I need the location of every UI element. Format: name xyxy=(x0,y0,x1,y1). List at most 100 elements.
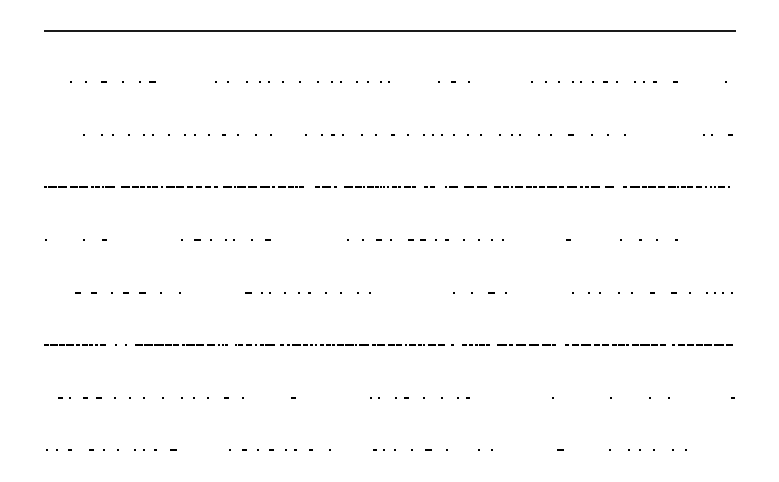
text-mark xyxy=(526,186,532,188)
text-mark xyxy=(207,344,215,346)
text-mark xyxy=(303,344,308,346)
text-mark xyxy=(331,81,333,83)
text-mark xyxy=(182,344,185,346)
text-mark xyxy=(612,344,617,346)
text-mark xyxy=(269,449,274,451)
text-mark xyxy=(91,292,97,294)
text-mark xyxy=(651,344,658,346)
text-mark xyxy=(585,186,589,188)
text-mark xyxy=(140,186,145,188)
text-mark xyxy=(408,239,414,241)
text-mark xyxy=(50,344,58,346)
text-mark xyxy=(128,134,130,136)
text-mark xyxy=(388,81,390,83)
text-mark xyxy=(591,186,600,188)
text-mark xyxy=(320,344,324,346)
text-mark xyxy=(451,81,456,83)
text-mark xyxy=(143,449,145,451)
text-mark xyxy=(255,344,257,346)
text-mark xyxy=(334,186,337,188)
text-mark xyxy=(152,134,154,136)
dotted-text-line-5 xyxy=(0,292,779,298)
text-mark xyxy=(675,239,678,241)
text-mark xyxy=(643,81,645,83)
text-mark xyxy=(618,292,620,294)
text-mark xyxy=(299,81,301,83)
text-mark xyxy=(640,344,650,346)
text-mark xyxy=(224,397,229,399)
text-mark xyxy=(648,186,656,188)
text-mark xyxy=(355,186,362,188)
text-mark xyxy=(728,186,730,188)
text-mark xyxy=(326,344,331,346)
text-mark xyxy=(731,397,735,399)
text-mark xyxy=(132,186,139,188)
text-mark xyxy=(478,239,480,241)
text-mark xyxy=(478,449,480,451)
text-mark xyxy=(294,449,297,451)
text-mark xyxy=(392,186,397,188)
text-mark xyxy=(511,186,513,188)
text-mark xyxy=(367,186,374,188)
text-mark xyxy=(321,134,323,136)
text-mark xyxy=(626,344,629,346)
text-mark xyxy=(251,239,253,241)
text-mark xyxy=(480,134,482,136)
text-mark xyxy=(345,344,354,346)
text-mark xyxy=(656,239,658,241)
text-mark xyxy=(568,134,574,136)
text-mark xyxy=(332,344,335,346)
text-mark xyxy=(160,292,162,294)
text-mark xyxy=(83,397,88,399)
text-mark xyxy=(375,186,379,188)
text-mark xyxy=(607,134,609,136)
text-mark xyxy=(566,239,571,241)
text-mark xyxy=(423,397,425,399)
text-mark xyxy=(494,186,501,188)
text-mark xyxy=(432,134,434,136)
text-mark xyxy=(475,344,478,346)
text-mark xyxy=(428,344,436,346)
text-mark xyxy=(170,449,177,451)
text-mark xyxy=(246,344,252,346)
text-mark xyxy=(102,186,104,188)
text-mark xyxy=(337,344,344,346)
text-mark xyxy=(610,397,612,399)
text-mark xyxy=(357,292,359,294)
text-mark xyxy=(618,344,625,346)
text-mark xyxy=(412,186,416,188)
text-mark xyxy=(639,239,642,241)
text-mark xyxy=(235,344,237,346)
text-mark xyxy=(83,134,85,136)
text-mark xyxy=(488,292,495,294)
text-mark xyxy=(205,186,211,188)
text-mark xyxy=(329,449,331,451)
text-mark xyxy=(152,186,158,188)
text-mark xyxy=(176,186,184,188)
text-mark xyxy=(111,292,113,294)
text-mark xyxy=(58,397,63,399)
text-mark xyxy=(565,344,569,346)
text-mark xyxy=(181,239,183,241)
text-mark xyxy=(711,134,713,136)
text-mark xyxy=(342,134,344,136)
text-mark xyxy=(83,239,85,241)
text-mark xyxy=(445,239,449,241)
text-mark xyxy=(441,134,443,136)
text-mark xyxy=(547,186,557,188)
text-mark xyxy=(677,186,679,188)
text-mark xyxy=(438,81,440,83)
text-mark xyxy=(477,186,487,188)
text-mark xyxy=(75,292,81,294)
text-mark xyxy=(69,397,71,399)
text-mark xyxy=(70,186,78,188)
text-mark xyxy=(705,186,707,188)
text-mark xyxy=(430,186,435,188)
text-mark xyxy=(706,292,708,294)
text-mark xyxy=(282,81,284,83)
text-mark xyxy=(208,134,210,136)
dotted-text-line-3 xyxy=(0,186,779,192)
text-mark xyxy=(317,81,319,83)
text-mark xyxy=(184,134,186,136)
